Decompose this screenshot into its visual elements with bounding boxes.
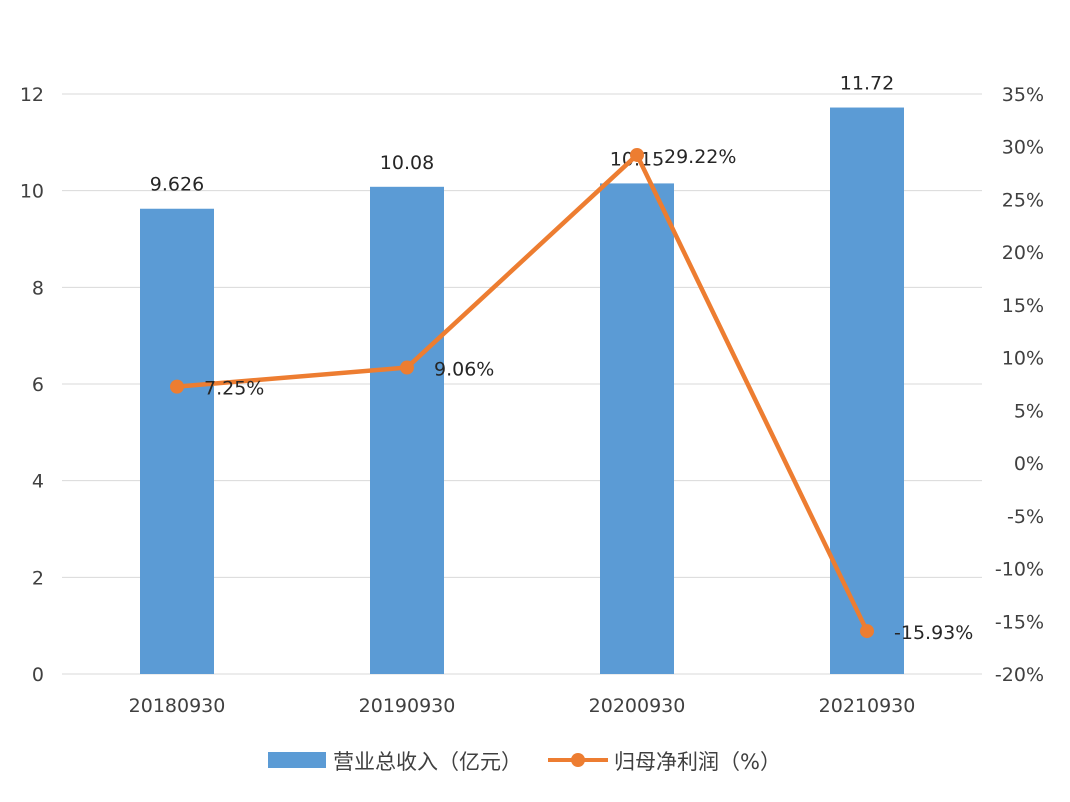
x-category-label: 20200930: [589, 695, 686, 717]
left-tick-label: 6: [32, 374, 44, 396]
legend-bar-swatch: [268, 752, 326, 768]
revenue-bar: [600, 183, 674, 674]
profit-line-series: [170, 147, 874, 639]
left-tick-label: 8: [32, 277, 44, 299]
left-tick-label: 10: [20, 181, 44, 203]
legend: 营业总收入（亿元） 归母净利润（%）: [268, 750, 781, 774]
profit-point: [860, 624, 874, 639]
profit-point: [630, 147, 644, 162]
profit-point-label: -15.93%: [894, 622, 973, 644]
right-tick-label: -20%: [995, 664, 1044, 686]
left-tick-label: 2: [32, 567, 44, 589]
legend-line-marker: [571, 753, 585, 767]
revenue-bars: [140, 107, 904, 675]
profit-line: [176, 152, 870, 633]
left-axis: 0 2 4 6 8 10 12: [20, 84, 44, 686]
revenue-bar-label: 10.08: [380, 152, 434, 174]
left-tick-label: 12: [20, 84, 44, 106]
right-tick-label: 25%: [1002, 189, 1044, 211]
profit-point: [400, 360, 414, 375]
right-tick-label: -10%: [995, 559, 1044, 581]
right-tick-label: -5%: [1007, 506, 1044, 528]
left-tick-label: 4: [32, 471, 44, 493]
revenue-bar: [370, 186, 444, 675]
legend-line-label: 归母净利润（%）: [614, 750, 781, 774]
right-tick-label: 5%: [1014, 400, 1044, 422]
legend-bar-label: 营业总收入（亿元）: [333, 750, 522, 774]
x-axis-categories: 20180930 20190930 20200930 20210930: [129, 695, 916, 717]
right-tick-label: 30%: [1002, 137, 1044, 159]
revenue-bar-label: 9.626: [150, 174, 204, 196]
right-tick-label: 10%: [1002, 348, 1044, 370]
left-tick-label: 0: [32, 664, 44, 686]
profit-point: [170, 379, 184, 394]
profit-line-labels: 7.25% 9.06% 29.22% -15.93%: [204, 146, 973, 644]
right-tick-label: 20%: [1002, 242, 1044, 264]
revenue-bar-label: 11.72: [840, 73, 894, 95]
revenue-bar: [830, 107, 904, 675]
profit-point-label: 9.06%: [434, 359, 494, 381]
right-tick-label: 15%: [1002, 295, 1044, 317]
right-tick-label: 0%: [1014, 453, 1044, 475]
revenue-bar: [140, 208, 214, 674]
right-axis: -20% -15% -10% -5% 0% 5% 10% 15% 20% 25% 30% 35%: [995, 84, 1044, 686]
profit-point-label: 29.22%: [664, 146, 736, 168]
profit-point-label: 7.25%: [204, 378, 264, 400]
x-category-label: 20210930: [819, 695, 916, 717]
right-tick-label: 35%: [1002, 84, 1044, 106]
x-category-label: 20190930: [359, 695, 456, 717]
x-category-label: 20180930: [129, 695, 226, 717]
right-tick-label: -15%: [995, 611, 1044, 633]
